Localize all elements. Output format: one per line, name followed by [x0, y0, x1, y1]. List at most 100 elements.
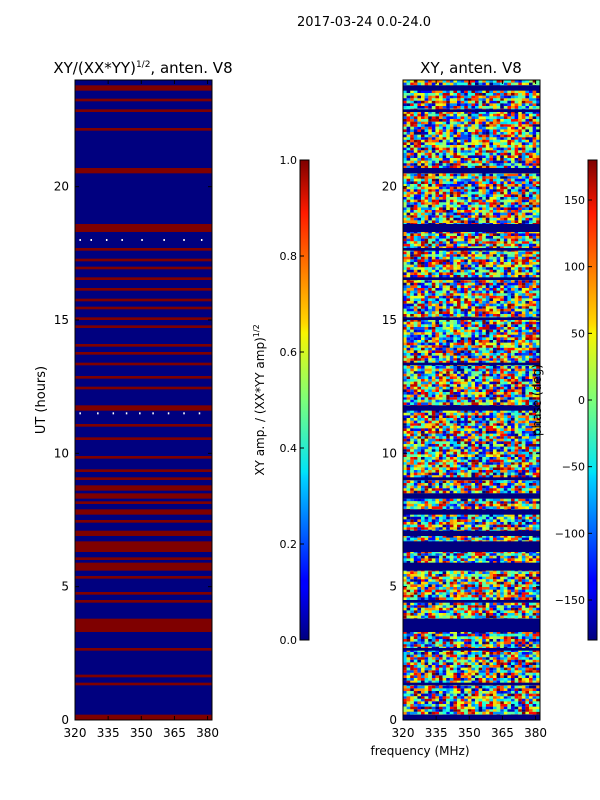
- right-masked-band: [403, 648, 540, 651]
- right-y-tick-label: 10: [382, 446, 397, 460]
- left-x-tick-label: 365: [163, 726, 186, 740]
- right-colorbar-tick-label: 50: [571, 327, 585, 340]
- right-masked-band: [403, 168, 540, 174]
- right-masked-band: [403, 109, 540, 112]
- left-saturated-band: [75, 109, 212, 112]
- left-saturated-band: [75, 541, 212, 552]
- left-colorbar-tick-label: 0.4: [280, 442, 298, 455]
- left-colorbar-tick-label: 0.8: [280, 250, 298, 263]
- left-speck: [167, 412, 170, 415]
- right-masked-band: [403, 477, 540, 480]
- left-saturated-band: [75, 248, 212, 251]
- left-saturated-band: [75, 424, 212, 427]
- left-saturated-band: [75, 85, 212, 91]
- right-colorbar-tick-label: −100: [555, 527, 585, 540]
- left-heatmap-background: [75, 80, 212, 720]
- left-y-axis-label: UT (hours): [34, 366, 49, 434]
- right-colorbar-tick-label: −150: [555, 594, 585, 607]
- right-masked-band: [403, 248, 540, 251]
- left-saturated-band: [75, 352, 212, 355]
- left-saturated-band: [75, 437, 212, 440]
- left-saturated-band: [75, 405, 212, 411]
- left-speck: [141, 239, 143, 241]
- left-heatmap-bands: [75, 85, 212, 720]
- right-panel: XY, anten. V8 320 335 350 365 380 0 5 10 15 20 f…: [370, 59, 547, 758]
- left-saturated-band: [75, 344, 212, 347]
- right-panel-title: XY, anten. V8: [420, 59, 522, 77]
- right-x-tick-label: 350: [458, 726, 481, 740]
- right-noise-layer: [403, 80, 540, 720]
- right-heatmap-noise: [403, 80, 540, 720]
- left-speck: [139, 412, 141, 415]
- left-speck: [200, 239, 203, 241]
- right-y-tick-label: 15: [382, 313, 397, 327]
- left-saturated-band: [75, 600, 212, 603]
- left-colorbar-tick-label: 0.0: [280, 634, 298, 647]
- left-speck: [97, 412, 99, 415]
- right-masked-band: [403, 541, 540, 552]
- left-speck: [152, 412, 154, 415]
- right-colorbar-gradient: [588, 160, 597, 640]
- right-masked-band: [403, 85, 540, 91]
- right-masked-band: [403, 405, 540, 411]
- left-speck: [112, 412, 115, 415]
- left-colorbar-tick-label: 1.0: [280, 154, 298, 167]
- right-colorbar-tick-label: −50: [562, 461, 585, 474]
- right-masked-band: [403, 562, 540, 571]
- left-speck: [163, 239, 165, 241]
- left-saturated-band: [75, 477, 212, 480]
- left-saturated-band: [75, 562, 212, 571]
- left-x-tick-label: 380: [196, 726, 219, 740]
- right-x-tick-label: 335: [425, 726, 448, 740]
- left-saturated-band: [75, 317, 212, 320]
- left-x-tick-label: 350: [130, 726, 153, 740]
- left-saturated-band: [75, 592, 212, 595]
- figure-suptitle: 2017-03-24 0.0-24.0: [297, 15, 431, 30]
- right-masked-band: [403, 277, 540, 280]
- right-noise-layer: [403, 80, 540, 720]
- left-colorbar-ticks: 0.0 0.2 0.4 0.6 0.8 1.0: [280, 154, 304, 647]
- right-noise-layer: [403, 80, 540, 720]
- left-saturated-band: [75, 501, 212, 504]
- left-saturated-band: [75, 493, 212, 499]
- left-heatmap-specks: [79, 239, 203, 415]
- right-masked-band: [403, 317, 540, 320]
- right-masked-band: [403, 682, 540, 686]
- left-saturated-band: [75, 128, 212, 131]
- right-x-axis: 320 335 350 365 380: [392, 80, 547, 740]
- left-saturated-band: [75, 469, 212, 472]
- left-speck: [105, 239, 108, 241]
- right-x-tick-label: 380: [524, 726, 547, 740]
- left-saturated-band: [75, 224, 212, 232]
- left-speck: [183, 239, 185, 241]
- left-colorbar-tick-label: 0.6: [280, 346, 298, 359]
- left-x-axis: 320 335 350 365 380: [64, 80, 219, 740]
- right-noise-layer: [403, 80, 540, 720]
- left-y-tick-label: 10: [54, 446, 69, 460]
- right-masked-band: [403, 362, 540, 366]
- right-colorbar-tick-label: 0: [578, 394, 585, 407]
- right-y-tick-label: 20: [382, 180, 397, 194]
- right-noise-layer: [403, 80, 540, 720]
- right-noise-layer: [403, 80, 540, 720]
- right-colorbar-ticks: −150 −100 −50 0 50 100 150: [555, 194, 592, 607]
- left-y-tick-label: 20: [54, 180, 69, 194]
- left-panel-title: XY/(XX*YY)1/2, anten. V8: [53, 59, 232, 77]
- left-saturated-band: [75, 576, 212, 579]
- left-saturated-band: [75, 618, 212, 632]
- left-saturated-band: [75, 266, 212, 270]
- left-saturated-band: [75, 682, 212, 686]
- left-plot-frame: [74, 79, 213, 721]
- left-colorbar: 0.0 0.2 0.4 0.6 0.8 1.0 XY amp. / (XX*YY amp)…: [252, 154, 310, 647]
- right-masked-band: [403, 224, 540, 232]
- left-saturated-band: [75, 520, 212, 523]
- right-colorbar-tick-label: 100: [564, 261, 585, 274]
- right-noise-layer: [403, 80, 540, 720]
- left-x-tick-label: 335: [97, 726, 120, 740]
- left-speck: [183, 412, 185, 415]
- left-saturated-band: [75, 325, 212, 328]
- left-saturated-band: [75, 714, 212, 720]
- right-y-tick-label: 5: [389, 580, 397, 594]
- right-x-axis-label: frequency (MHz): [370, 744, 469, 758]
